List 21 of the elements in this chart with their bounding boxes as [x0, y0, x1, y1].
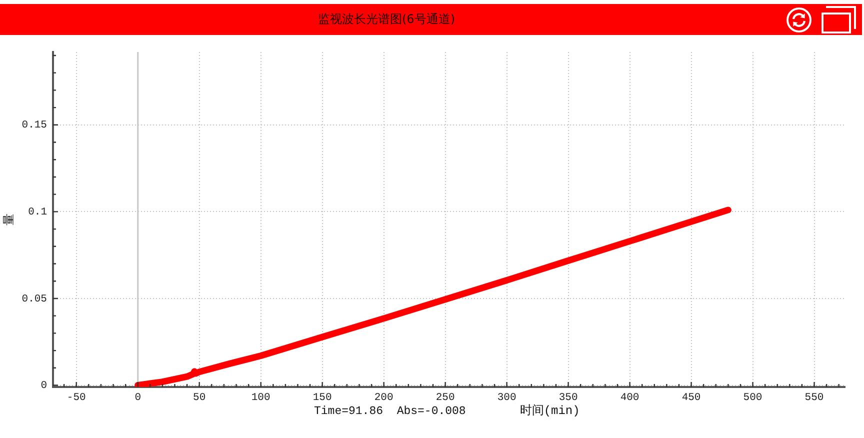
x-tick-label: 400 [620, 392, 640, 404]
y-tick-label: 0.15 [22, 120, 47, 132]
x-tick-label: 350 [558, 392, 578, 404]
y-tick-label: 0 [40, 380, 47, 392]
x-tick-label: 50 [193, 392, 206, 404]
x-axis-title: 时间(min) [520, 403, 580, 419]
x-tick-label: 100 [251, 392, 270, 404]
x-tick-label: 0 [134, 392, 142, 404]
x-tick-label: 300 [497, 392, 516, 404]
x-tick-label: 150 [312, 392, 332, 404]
x-tick-label: 550 [804, 392, 824, 404]
y-tick-label: 0.1 [28, 206, 47, 218]
x-tick-label: 450 [682, 392, 701, 404]
y-tick-label: 0.05 [22, 293, 47, 306]
text: Time=91.86 Abs=-0.008 [314, 405, 466, 418]
x-tick-label: 250 [436, 392, 455, 404]
x-tick-label: 500 [743, 392, 762, 404]
chart-title: 监视波长光谱图(6号通道) [318, 11, 455, 28]
x-tick-label: 200 [374, 392, 394, 404]
y-axis-title: 量 [1, 214, 16, 226]
x-tick-label: -50 [66, 392, 86, 404]
